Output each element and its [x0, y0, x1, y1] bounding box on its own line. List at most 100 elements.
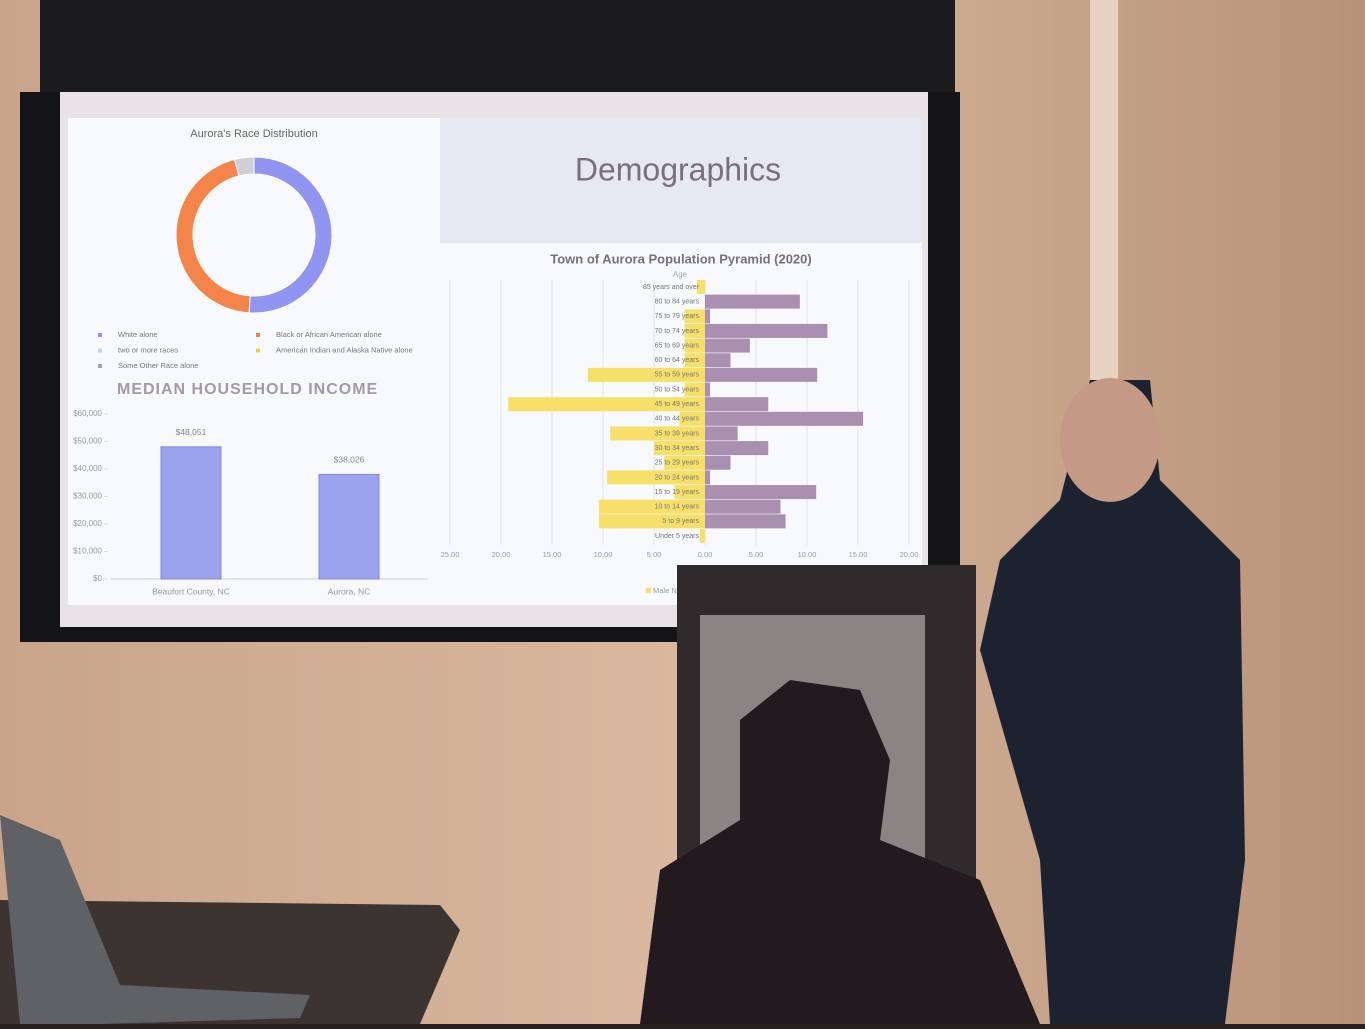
legend-swatch — [98, 333, 102, 337]
bar — [684, 338, 705, 353]
bar — [705, 382, 711, 397]
y-tick-label: $20,000 — [73, 519, 102, 528]
x-tick-label: 20.00 — [492, 550, 511, 559]
bar — [705, 353, 731, 368]
y-tick-label: 30 to 34 years — [655, 445, 700, 452]
y-tick-label: 35 to 39 years — [655, 430, 700, 437]
value-label: $38,026 — [334, 455, 365, 465]
charts: Aurora's Race Distribution White alone Bla… — [73, 128, 918, 596]
x-tick-label: Beaufort County, NC — [152, 586, 230, 596]
bar — [684, 323, 705, 338]
presenter-head — [1060, 378, 1160, 502]
bar — [705, 323, 828, 338]
y-tick-label: 50 to 54 years — [655, 386, 700, 393]
x-tick-label: Aurora, NC — [328, 586, 371, 596]
x-tick-label: 0.00 — [698, 550, 713, 559]
x-tick-label: 5.00 — [749, 550, 764, 559]
bar — [674, 485, 705, 500]
y-tick-label: 70 to 74 years — [655, 328, 700, 335]
y-tick-label: 45 to 49 years — [655, 401, 700, 408]
y-tick-label: 25 to 29 years — [655, 460, 700, 467]
bar — [705, 309, 711, 324]
x-tick-label: 15.00 — [849, 550, 868, 559]
value-label: $48,051 — [176, 427, 207, 437]
y-tick-label: $50,000 — [73, 437, 102, 446]
y-tick-label: 60 to 64 years — [655, 357, 700, 364]
laptop — [0, 815, 310, 1024]
y-tick-label: 85 years and over — [643, 284, 700, 291]
chart-title: Aurora's Race Distribution — [190, 128, 317, 140]
y-tick-label: 80 to 84 years — [655, 298, 700, 305]
x-tick-label: 25.00 — [441, 550, 460, 559]
bar — [684, 382, 705, 397]
legend-label: American Indian and Alaska Native alone — [276, 345, 413, 354]
bar — [318, 473, 380, 580]
x-tick-label: 5.00 — [647, 550, 662, 559]
y-tick-label: 65 to 69 years — [655, 342, 700, 349]
x-tick-label: 10.00 — [594, 550, 613, 559]
y-tick-label: Under 5 years — [655, 533, 699, 540]
chart-title: MEDIAN HOUSEHOLD INCOME — [117, 381, 378, 398]
bar — [679, 411, 705, 426]
bar — [705, 397, 769, 412]
bar — [664, 455, 705, 470]
bar — [598, 514, 705, 529]
x-tick-label: 15.00 — [543, 550, 562, 559]
bar — [508, 397, 705, 412]
y-tick-label: $30,000 — [73, 492, 102, 501]
bar — [705, 470, 711, 485]
bar — [705, 441, 769, 456]
bar — [696, 280, 705, 294]
legend-label: Male N — [653, 586, 677, 595]
legend-label: Black or African American alone — [276, 330, 382, 339]
legend-label: two or more races — [118, 345, 178, 354]
legend-label: Some Other Race alone — [118, 361, 198, 370]
legend-swatch — [646, 588, 651, 593]
y-tick-label: 40 to 44 years — [655, 416, 700, 423]
column — [1090, 0, 1118, 380]
y-tick-label: $40,000 — [73, 464, 102, 473]
bar — [705, 411, 864, 426]
bar — [607, 470, 705, 485]
bar — [705, 485, 817, 500]
bar — [684, 353, 705, 368]
bar — [684, 309, 705, 324]
slide-title: Demographics — [575, 151, 781, 187]
y-tick-label: 10 to 14 years — [655, 504, 700, 511]
presenter — [980, 380, 1245, 1024]
audience-member — [640, 680, 1040, 1024]
axis-title: Age — [673, 270, 688, 279]
bar — [587, 367, 705, 382]
y-tick-label: $0 — [93, 574, 102, 583]
bar — [654, 441, 705, 456]
y-tick-label: $60,000 — [73, 409, 102, 418]
bar — [705, 499, 781, 514]
y-tick-label: 20 to 24 years — [655, 474, 700, 481]
bar — [699, 529, 705, 543]
x-tick-label: 10.00 — [798, 550, 817, 559]
header-band — [440, 118, 922, 243]
bar — [705, 514, 786, 529]
legend-label: White alone — [118, 330, 158, 339]
x-tick-label: 20.00 — [900, 550, 919, 559]
y-tick-label: $10,000 — [73, 547, 102, 556]
legend-swatch — [256, 348, 260, 353]
y-tick-label: 55 to 59 years — [655, 372, 700, 379]
bar — [705, 455, 731, 470]
bar — [160, 446, 222, 580]
bar — [598, 499, 705, 514]
bar — [705, 338, 750, 353]
y-tick-label: 75 to 79 years — [655, 313, 700, 320]
bar — [610, 426, 705, 441]
chart-title: Town of Aurora Population Pyramid (2020) — [550, 251, 811, 266]
legend-swatch — [98, 364, 102, 368]
y-tick-label: 15 to 19 years — [655, 489, 700, 496]
bar — [705, 294, 800, 309]
legend-swatch — [98, 348, 102, 353]
legend-swatch — [256, 333, 260, 337]
bar — [705, 426, 738, 441]
bar — [705, 367, 818, 382]
screen-housing — [40, 0, 955, 92]
